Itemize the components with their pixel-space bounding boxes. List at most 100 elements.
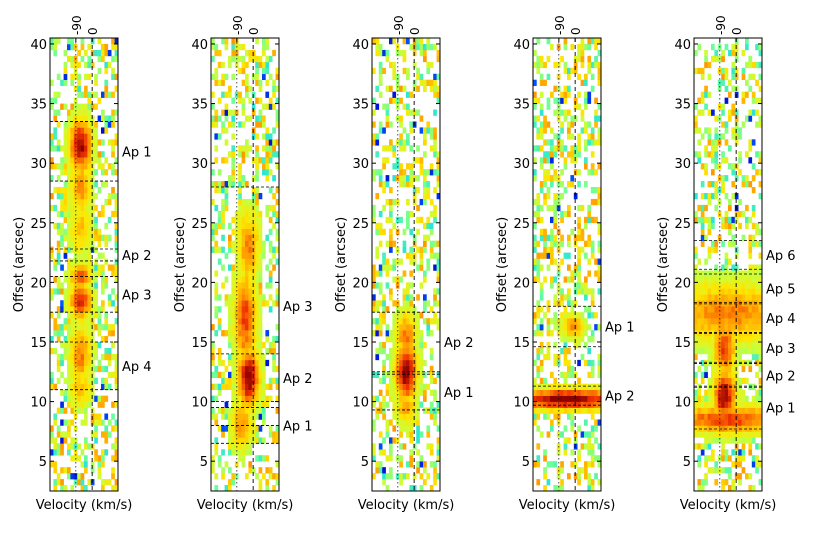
- heatmap-cell: [241, 347, 246, 355]
- heatmap-cell: [553, 389, 558, 396]
- heatmap-cell: [697, 341, 702, 349]
- heatmap-cell: [758, 395, 763, 402]
- heatmap-cell: [241, 276, 246, 283]
- heatmap-cell: [587, 437, 592, 444]
- heatmap-cell: [234, 49, 239, 57]
- heatmap-cell: [245, 181, 249, 188]
- heatmap-cell: [255, 294, 259, 301]
- heatmap-cell: [543, 395, 547, 402]
- heatmap-cell: [694, 306, 698, 313]
- heatmap-cell: [590, 198, 595, 206]
- heatmap-cell: [570, 157, 575, 164]
- heatmap-cell: [268, 151, 273, 158]
- heatmap-cell: [56, 73, 61, 81]
- heatmap-cell: [416, 341, 420, 349]
- heatmap-cell: [211, 395, 215, 402]
- heatmap-cell: [262, 389, 266, 396]
- heatmap-cell: [395, 401, 400, 408]
- heatmap-cell: [389, 336, 393, 343]
- heatmap-cell: [275, 151, 280, 158]
- heatmap-cell: [748, 473, 753, 480]
- heatmap-cell: [53, 187, 58, 194]
- heatmap-cell: [101, 479, 105, 486]
- heatmap-cell: [594, 198, 598, 206]
- heatmap-cell: [694, 341, 698, 349]
- heatmap-cell: [717, 365, 722, 373]
- heatmap-cell: [567, 204, 571, 212]
- heatmap-cell: [385, 306, 390, 313]
- heatmap-cell: [560, 401, 564, 408]
- heatmap-cell: [587, 401, 592, 408]
- heatmap-cell: [392, 371, 397, 379]
- heatmap-cell: [560, 467, 564, 474]
- heatmap-cell: [97, 467, 102, 474]
- heatmap-cell: [700, 216, 705, 224]
- heatmap-cell: [741, 318, 746, 325]
- heatmap-cell: [73, 222, 78, 230]
- heatmap-cell: [546, 246, 551, 253]
- heatmap-cell: [416, 467, 420, 474]
- heatmap-cell: [423, 49, 427, 57]
- heatmap-cell: [697, 336, 702, 343]
- heatmap-cell: [228, 61, 232, 69]
- heatmap-cell: [231, 49, 236, 57]
- heatmap-cell: [717, 341, 722, 349]
- heatmap-cell: [224, 43, 229, 51]
- heatmap-cell: [221, 359, 225, 367]
- heatmap-cell: [265, 485, 270, 492]
- heatmap-cell: [590, 401, 595, 408]
- heatmap-cell: [378, 461, 383, 468]
- heatmap-cell: [258, 97, 263, 104]
- heatmap-cell: [84, 413, 88, 420]
- heatmap-cell: [258, 336, 263, 343]
- heatmap-cell: [751, 419, 756, 426]
- heatmap-cell: [228, 264, 232, 271]
- heatmap-cell: [714, 246, 719, 253]
- heatmap-cell: [594, 109, 598, 116]
- heatmap-cell: [258, 383, 263, 390]
- heatmap-cell: [741, 431, 746, 438]
- heatmap-cell: [217, 115, 222, 122]
- heatmap-cell: [717, 270, 722, 277]
- heatmap-cell: [697, 395, 702, 402]
- heatmap-cell: [272, 431, 276, 438]
- heatmap-cell: [734, 419, 739, 426]
- heatmap-cell: [114, 258, 119, 265]
- heatmap-cell: [570, 389, 575, 396]
- heatmap-cell: [56, 353, 61, 361]
- heatmap-cell: [748, 443, 753, 450]
- heatmap-cell: [563, 43, 568, 51]
- heatmap-cell: [717, 353, 722, 361]
- heatmap-cell: [238, 288, 242, 295]
- heatmap-cell: [258, 395, 263, 402]
- heatmap-cell: [556, 73, 561, 81]
- heatmap-cell: [751, 425, 756, 432]
- top-tick-label: 0: [569, 27, 583, 35]
- heatmap-cell: [707, 467, 712, 474]
- heatmap-cell: [53, 383, 58, 390]
- heatmap-cell: [594, 216, 598, 224]
- heatmap-cell: [231, 43, 236, 51]
- heatmap-cell: [214, 443, 219, 450]
- heatmap-cell: [73, 246, 78, 253]
- heatmap-cell: [416, 371, 420, 379]
- heatmap-cell: [60, 157, 64, 164]
- heatmap-cell: [77, 336, 81, 343]
- heatmap-cell: [272, 336, 276, 343]
- heatmap-cell: [63, 485, 68, 492]
- heatmap-cell: [258, 341, 263, 349]
- heatmap-cell: [745, 222, 749, 230]
- heatmap-cell: [694, 115, 698, 122]
- heatmap-cell: [234, 240, 239, 247]
- heatmap-cell: [262, 413, 266, 420]
- heatmap-cell: [560, 192, 564, 200]
- heatmap-cell: [84, 91, 88, 98]
- heatmap-cell: [577, 228, 581, 235]
- heatmap-cell: [231, 109, 236, 116]
- heatmap-cell: [272, 175, 276, 182]
- heatmap-cell: [423, 240, 427, 247]
- heatmap-cell: [84, 163, 88, 170]
- y-tick-label: 5: [361, 455, 369, 470]
- heatmap-cell: [67, 115, 71, 122]
- heatmap-cell: [745, 347, 749, 355]
